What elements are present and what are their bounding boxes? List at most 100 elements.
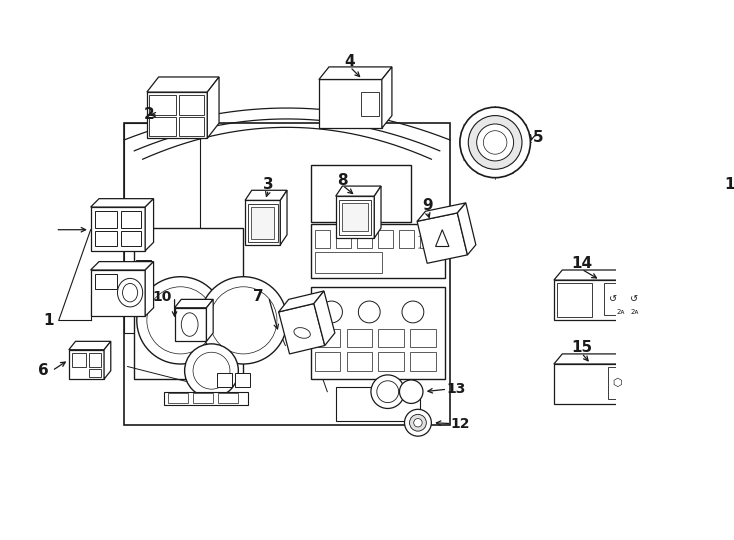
Bar <box>179 96 204 114</box>
Polygon shape <box>90 261 153 270</box>
Bar <box>310 287 445 379</box>
Text: ⬡: ⬡ <box>612 379 622 388</box>
Circle shape <box>402 301 424 323</box>
Polygon shape <box>554 280 646 320</box>
Bar <box>557 284 592 317</box>
Bar <box>604 284 622 315</box>
Circle shape <box>414 418 422 427</box>
Bar <box>342 203 368 232</box>
Circle shape <box>410 414 426 431</box>
Bar <box>335 388 420 421</box>
Polygon shape <box>314 291 335 346</box>
Bar <box>251 207 275 239</box>
Polygon shape <box>245 200 280 245</box>
Text: 15: 15 <box>571 340 592 355</box>
Polygon shape <box>207 77 219 138</box>
Circle shape <box>147 287 214 354</box>
Text: 3: 3 <box>264 177 274 192</box>
Polygon shape <box>279 303 324 354</box>
Circle shape <box>210 287 277 354</box>
Polygon shape <box>319 79 382 128</box>
Polygon shape <box>712 200 734 239</box>
Text: 2ᴀ: 2ᴀ <box>617 309 625 315</box>
Circle shape <box>371 375 404 408</box>
Polygon shape <box>628 354 636 404</box>
Text: 11: 11 <box>724 177 734 192</box>
Circle shape <box>720 205 734 235</box>
Bar <box>150 96 176 114</box>
Bar <box>193 393 213 403</box>
Polygon shape <box>554 364 628 404</box>
Polygon shape <box>147 77 219 92</box>
Bar <box>410 352 435 370</box>
Bar <box>95 274 117 289</box>
Bar <box>410 329 435 347</box>
Polygon shape <box>335 186 381 196</box>
Bar <box>346 352 372 370</box>
Polygon shape <box>104 341 111 379</box>
Bar <box>121 231 141 246</box>
Bar <box>625 284 644 315</box>
Polygon shape <box>554 270 655 280</box>
Circle shape <box>404 409 432 436</box>
Text: 13: 13 <box>446 382 465 396</box>
Bar <box>361 92 379 116</box>
Circle shape <box>137 276 224 364</box>
Circle shape <box>484 131 507 154</box>
Bar <box>136 285 151 305</box>
Text: 6: 6 <box>38 363 49 378</box>
Text: 14: 14 <box>571 256 592 271</box>
Polygon shape <box>280 190 287 245</box>
Polygon shape <box>319 67 392 79</box>
Bar <box>310 165 411 222</box>
Bar <box>235 373 250 387</box>
Text: 8: 8 <box>337 173 348 188</box>
Ellipse shape <box>181 313 198 336</box>
Bar <box>608 367 625 399</box>
Text: 5: 5 <box>533 130 543 145</box>
Circle shape <box>200 276 287 364</box>
Bar <box>247 204 277 242</box>
Polygon shape <box>147 92 207 138</box>
Circle shape <box>321 301 342 323</box>
Bar <box>124 123 450 426</box>
Bar <box>179 117 204 136</box>
Polygon shape <box>245 190 287 200</box>
Polygon shape <box>175 308 206 341</box>
Polygon shape <box>417 203 466 221</box>
Bar <box>121 211 141 228</box>
Polygon shape <box>90 199 153 207</box>
Text: 2ᴀ: 2ᴀ <box>631 309 639 315</box>
Polygon shape <box>554 354 636 364</box>
Bar <box>136 260 151 280</box>
Polygon shape <box>90 270 145 316</box>
Circle shape <box>468 116 522 170</box>
Bar <box>339 199 371 235</box>
Polygon shape <box>145 261 153 316</box>
Text: 1: 1 <box>43 313 54 328</box>
Polygon shape <box>69 341 111 350</box>
Text: 12: 12 <box>450 416 470 430</box>
Circle shape <box>460 107 531 178</box>
Text: ↺: ↺ <box>631 294 639 305</box>
Text: 9: 9 <box>422 198 432 213</box>
Ellipse shape <box>294 328 310 338</box>
Bar <box>95 231 117 246</box>
Bar <box>134 228 244 379</box>
Text: ↺: ↺ <box>609 294 617 305</box>
Polygon shape <box>435 230 449 246</box>
Bar <box>124 123 200 333</box>
Polygon shape <box>382 67 392 128</box>
Bar <box>168 393 188 403</box>
Bar <box>399 230 414 248</box>
Bar <box>89 353 101 367</box>
Bar <box>378 230 393 248</box>
Ellipse shape <box>117 279 142 307</box>
Polygon shape <box>646 270 655 320</box>
Polygon shape <box>335 196 374 238</box>
Text: 4: 4 <box>345 55 355 69</box>
Polygon shape <box>712 190 734 200</box>
Bar <box>310 224 445 279</box>
Bar <box>95 211 117 228</box>
Bar <box>357 230 372 248</box>
